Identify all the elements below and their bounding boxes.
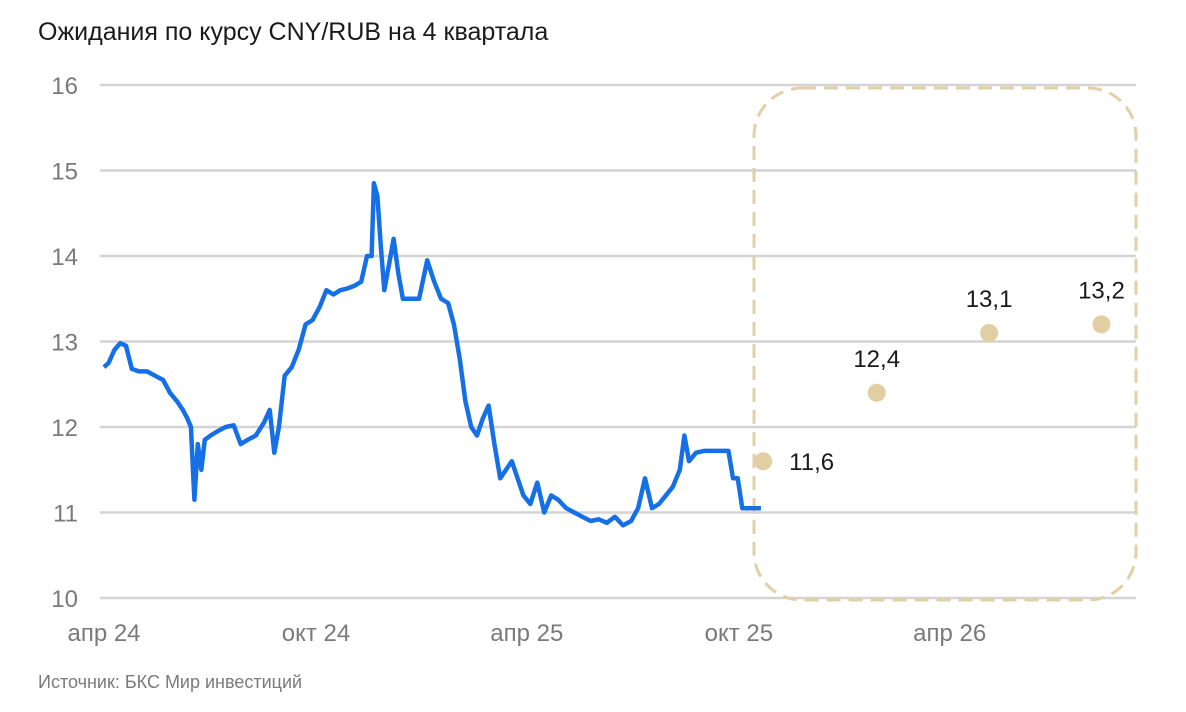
x-tick-label: окт 25: [705, 620, 773, 647]
data-label: 13,1: [966, 286, 1013, 313]
y-tick-label: 11: [53, 501, 78, 528]
data-label: 12,4: [853, 346, 900, 373]
forecast-point: [1092, 315, 1111, 334]
forecast-frame: [752, 86, 1138, 602]
source-note: Источник: БКС Мир инвестиций: [38, 672, 303, 692]
y-tick-label: 13: [51, 330, 78, 357]
chart-title: Ожидания по курсу CNY/RUB на 4 квартала: [38, 18, 549, 46]
y-axis-ticks: 10 11 12 13 14 15 16: [51, 73, 78, 613]
data-label: 11,6: [789, 449, 834, 476]
forecast-point: [867, 383, 886, 402]
data-label: 13,2: [1078, 277, 1125, 304]
x-tick-label: окт 24: [282, 620, 350, 647]
y-tick-label: 14: [51, 244, 78, 271]
x-tick-label: апр 26: [913, 620, 986, 647]
forecast-points: 11,6 12,4 13,1 13,2: [754, 277, 1125, 476]
forecast-point: [980, 323, 999, 342]
y-tick-label: 15: [51, 159, 78, 186]
forecast-point: [754, 452, 773, 471]
series-line: [102, 181, 761, 528]
y-tick-label: 16: [51, 73, 78, 100]
y-tick-label: 12: [51, 415, 78, 442]
x-tick-label: апр 24: [67, 620, 140, 647]
x-tick-label: апр 25: [490, 620, 563, 647]
x-axis-ticks: апр 24 окт 24 апр 25 окт 25 апр 26: [67, 620, 986, 647]
y-tick-label: 10: [51, 586, 78, 613]
